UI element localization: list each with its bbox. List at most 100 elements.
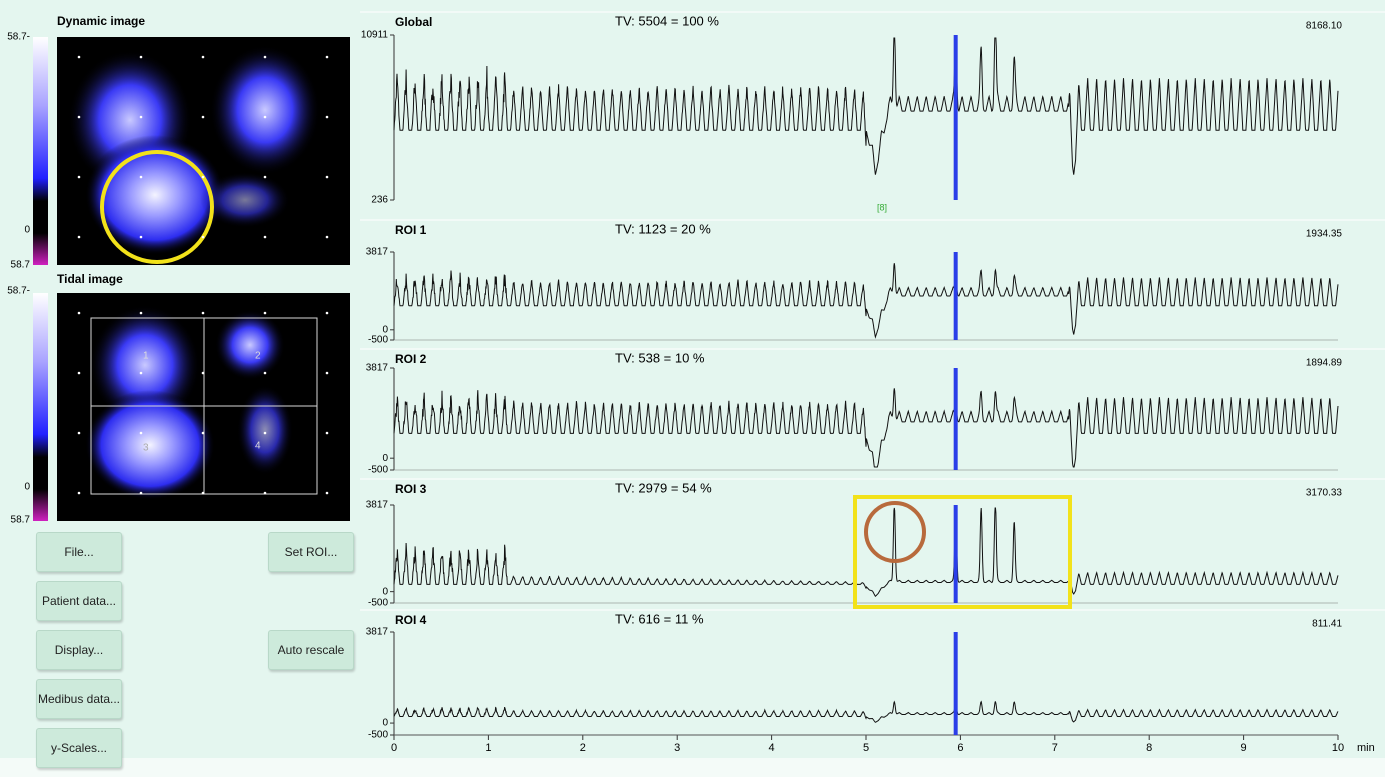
image-dot [326, 116, 329, 119]
y-tick-label: -500 [368, 598, 388, 609]
button[interactable]: Display... [36, 630, 122, 670]
image-dot [140, 56, 143, 59]
x-unit: min [1357, 742, 1375, 754]
image-dot [202, 372, 205, 375]
waveform [394, 263, 1338, 337]
x-tick-label: 6 [957, 742, 963, 754]
image-dot [78, 492, 81, 495]
image-dot [140, 312, 143, 315]
highlight-box [855, 497, 1070, 607]
waveform [394, 388, 1338, 467]
tidal-volume: TV: 5504 = 100 % [615, 13, 719, 28]
image-dot [78, 372, 81, 375]
image-dot [326, 372, 329, 375]
image-dot [326, 236, 329, 239]
y-tick-label: 3817 [366, 500, 389, 511]
scale-label: 58.7- [7, 286, 30, 297]
x-tick-label: 7 [1052, 742, 1058, 754]
image-dot [326, 56, 329, 59]
tidal-volume: TV: 2979 = 54 % [615, 480, 712, 495]
roi-label: 2 [255, 351, 261, 362]
image-dot [326, 492, 329, 495]
y-tick-label: 3817 [366, 247, 389, 258]
current-value: 1934.35 [1306, 229, 1343, 240]
eit-window: Dynamic image 58.7- 0 58.7 Tidal image 5… [0, 0, 1385, 777]
y-tick-label: 3817 [366, 363, 389, 374]
y-tick-label: -500 [368, 465, 388, 476]
image-dot [140, 492, 143, 495]
y-tick-label: 3817 [366, 627, 389, 638]
plot-title: Global [395, 15, 432, 29]
tidal-volume: TV: 616 = 11 % [615, 611, 704, 626]
image-dot [326, 312, 329, 315]
button[interactable]: y-Scales... [36, 728, 122, 768]
scale-label: 58.7 [11, 260, 31, 271]
lung-blob [237, 385, 293, 475]
colorbar [33, 293, 48, 521]
scale-label: 0 [24, 225, 30, 236]
image-dot [264, 312, 267, 315]
y-tick-label: -500 [368, 730, 388, 741]
scale-label: 58.7 [11, 515, 31, 526]
button[interactable]: Auto rescale [268, 630, 354, 670]
image-dot [78, 432, 81, 435]
roi-label: 3 [143, 443, 149, 454]
image-dot [202, 432, 205, 435]
x-tick-label: 5 [863, 742, 869, 754]
image-dot [264, 492, 267, 495]
x-tick-label: 4 [769, 742, 775, 754]
image-dot [202, 236, 205, 239]
image-dot [264, 372, 267, 375]
scale-label: 0 [24, 482, 30, 493]
lung-blob [215, 310, 285, 380]
tidal-volume: TV: 538 = 10 % [615, 350, 705, 365]
tidal-volume: TV: 1123 = 20 % [615, 221, 711, 236]
image-dot [140, 432, 143, 435]
cursor [954, 505, 958, 603]
image-dot [140, 116, 143, 119]
button[interactable]: Patient data... [36, 581, 122, 621]
image-dot [202, 176, 205, 179]
x-tick-label: 0 [391, 742, 397, 754]
y-tick-label: 236 [371, 195, 388, 206]
image-dot [202, 492, 205, 495]
image-dot [202, 56, 205, 59]
image-dot [78, 176, 81, 179]
image-dot [78, 56, 81, 59]
button[interactable]: Medibus data... [36, 679, 122, 719]
plot-title: ROI 3 [395, 482, 427, 496]
image-dot [78, 116, 81, 119]
roi-label: 1 [143, 351, 149, 362]
cursor [954, 252, 958, 340]
plot-title: ROI 1 [395, 223, 427, 237]
image-dot [264, 236, 267, 239]
image-dot [202, 312, 205, 315]
waveform [394, 38, 1338, 175]
image-dot [264, 56, 267, 59]
current-value: 8168.10 [1306, 21, 1343, 32]
x-tick-label: 1 [485, 742, 491, 754]
image-dot [78, 312, 81, 315]
x-tick-label: 8 [1146, 742, 1152, 754]
roi-label: 4 [255, 441, 261, 452]
lung-blob [210, 45, 320, 175]
status-strip [0, 758, 1385, 777]
panel-title: Tidal image [57, 272, 123, 286]
button[interactable]: File... [36, 532, 122, 572]
plot-title: ROI 2 [395, 352, 427, 366]
cursor [954, 35, 958, 200]
x-tick-label: 9 [1241, 742, 1247, 754]
current-value: 1894.89 [1306, 358, 1343, 369]
colorbar [33, 37, 48, 265]
cursor [954, 632, 958, 735]
image-dot [78, 236, 81, 239]
image-dot [264, 176, 267, 179]
y-tick-label: 0 [382, 718, 388, 729]
current-value: 811.41 [1312, 619, 1342, 630]
image-dot [202, 116, 205, 119]
image-dot [264, 116, 267, 119]
x-tick-label: 2 [580, 742, 586, 754]
cursor [954, 368, 958, 470]
button[interactable]: Set ROI... [268, 532, 354, 572]
y-tick-label: 10911 [361, 30, 389, 41]
